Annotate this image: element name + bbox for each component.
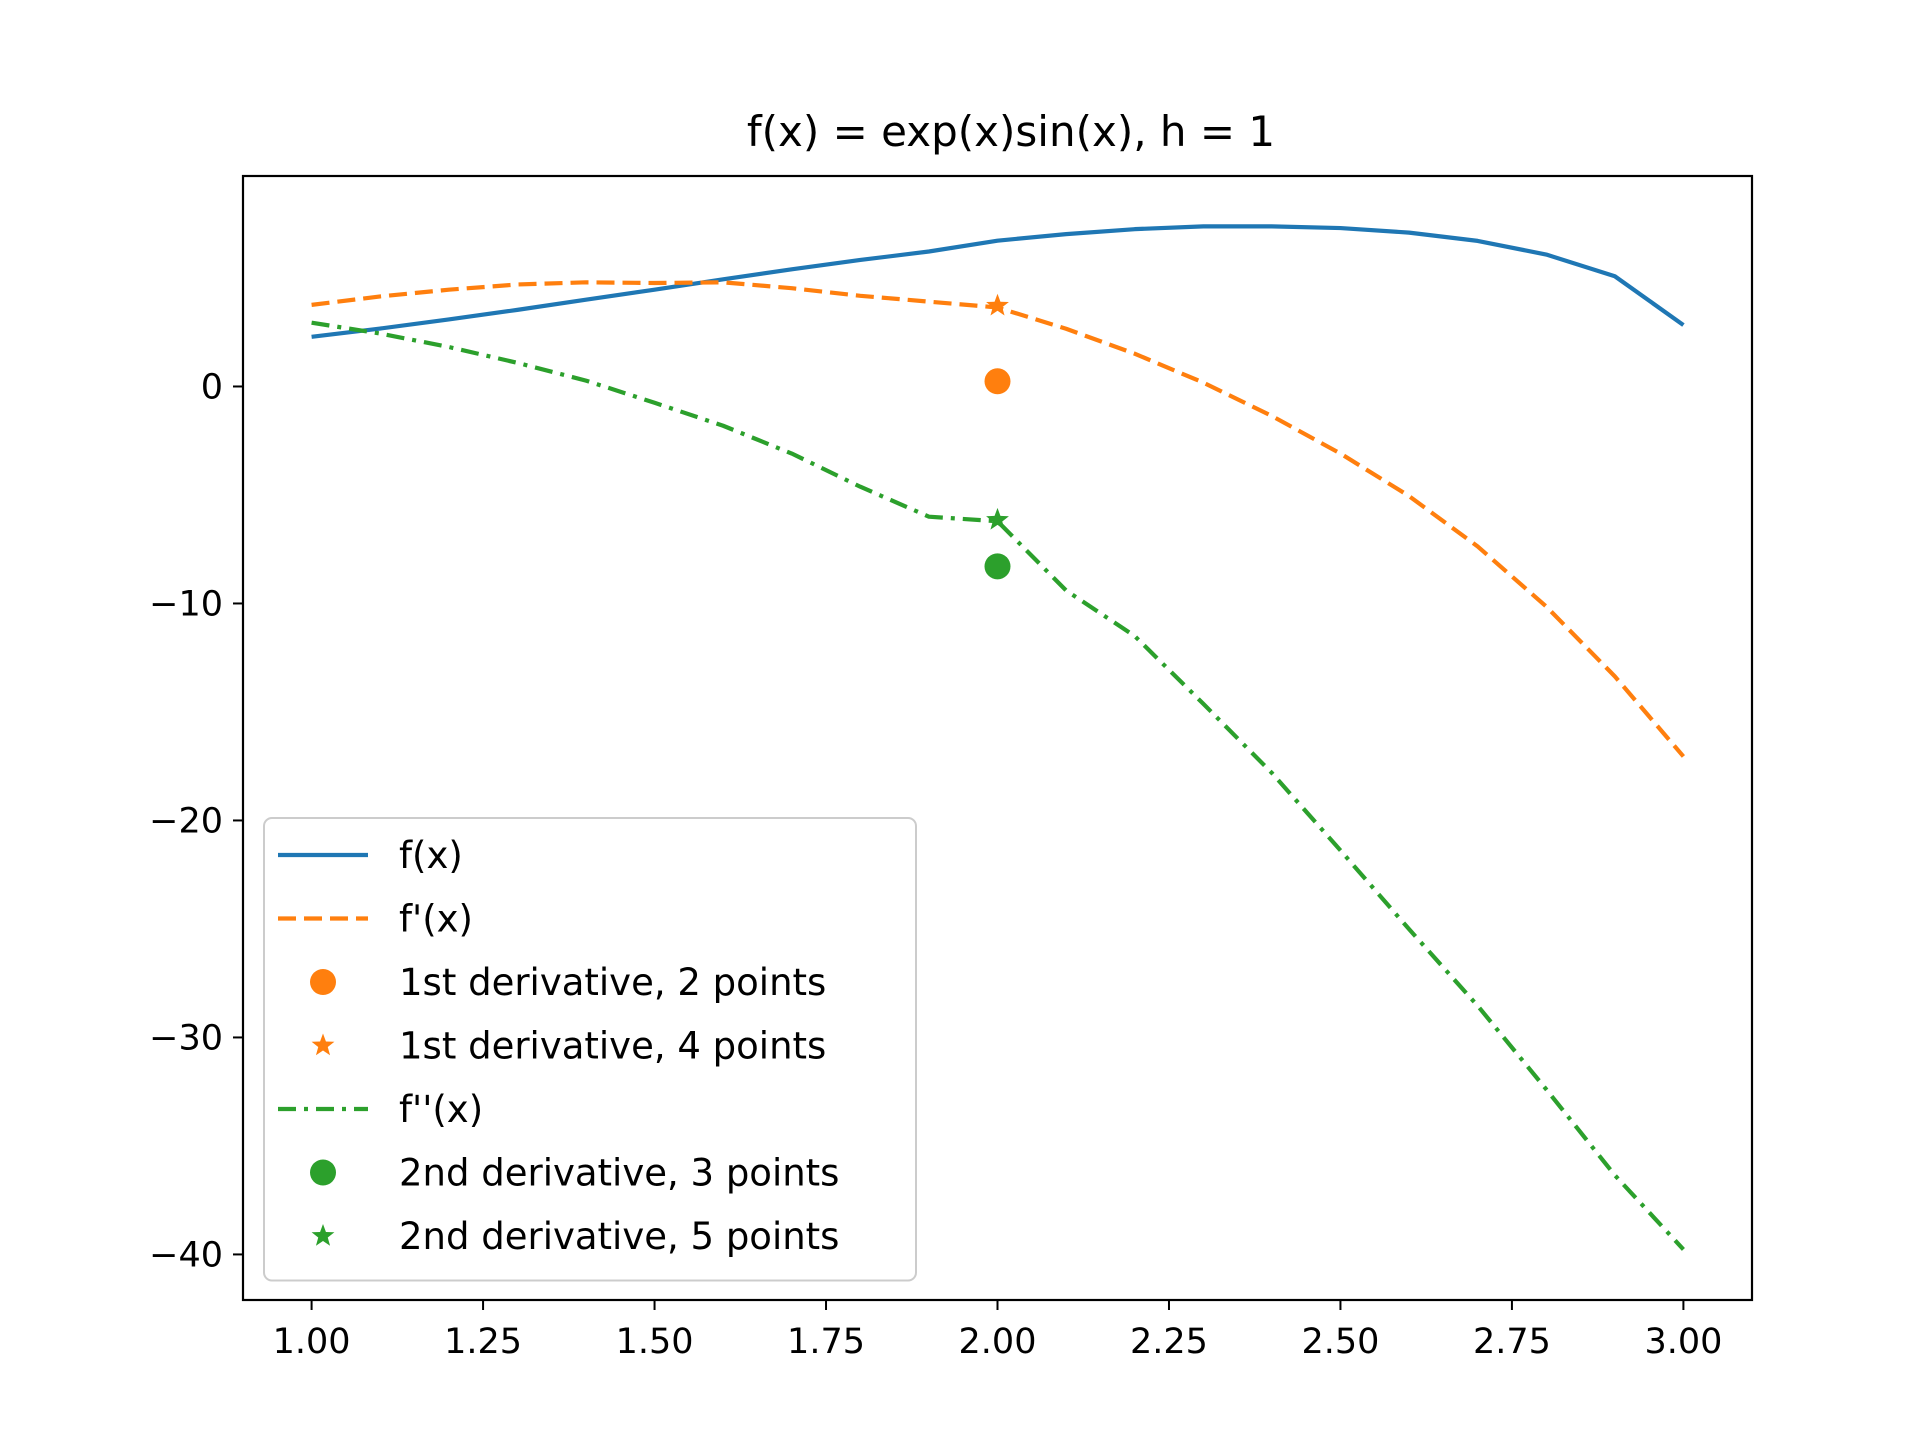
legend-label: 1st derivative, 2 points (399, 961, 826, 1004)
x-tick-label: 1.25 (444, 1322, 522, 1362)
series-line-0 (311, 224, 1685, 339)
x-tick-label: 3.00 (1644, 1322, 1722, 1362)
x-tick-label: 1.75 (787, 1322, 865, 1362)
legend-label: f(x) (399, 834, 463, 877)
legend-marker-circle (310, 1159, 336, 1186)
legend-marker-star (311, 1033, 335, 1056)
legend: f(x) f'(x) 1st derivative, 2 points 1st der… (263, 817, 917, 1282)
legend-label: f''(x) (399, 1088, 483, 1131)
y-tick-label: −40 (149, 1235, 223, 1275)
legend-label: 1st derivative, 4 points (399, 1025, 826, 1068)
y-tick-label: −30 (149, 1018, 223, 1058)
y-tick-label: −20 (149, 801, 223, 841)
legend-label: 2nd derivative, 3 points (399, 1152, 839, 1195)
legend-box (263, 817, 917, 1282)
x-tick-label: 1.50 (616, 1322, 694, 1362)
y-tick-label: −10 (149, 584, 223, 624)
y-axis: 0 −10 −20 −30 −40 (149, 367, 243, 1275)
x-tick-label: 2.75 (1473, 1322, 1551, 1362)
y-tick-label: 0 (201, 367, 223, 407)
chart-title: f(x) = exp(x)sin(x), h = 1 (747, 107, 1275, 156)
series-line-4 (311, 320, 1685, 1251)
x-axis: 1.00 1.25 1.50 1.75 2.00 2.25 2.50 2.75 3.00 (273, 1300, 1722, 1362)
legend-marker-circle (310, 969, 336, 995)
legend-label: 2nd derivative, 5 points (399, 1215, 839, 1258)
plot-series (311, 224, 1686, 1251)
x-tick-label: 2.50 (1301, 1322, 1379, 1362)
data-point-circle (984, 368, 1011, 395)
data-point-star (986, 507, 1009, 530)
x-tick-label: 1.00 (273, 1322, 351, 1362)
legend-label: f'(x) (399, 898, 473, 941)
x-tick-label: 2.25 (1130, 1322, 1208, 1362)
legend-marker-star (311, 1224, 335, 1246)
x-tick-label: 2.00 (959, 1322, 1037, 1362)
data-point-star (986, 293, 1009, 316)
data-point-circle (984, 553, 1011, 580)
